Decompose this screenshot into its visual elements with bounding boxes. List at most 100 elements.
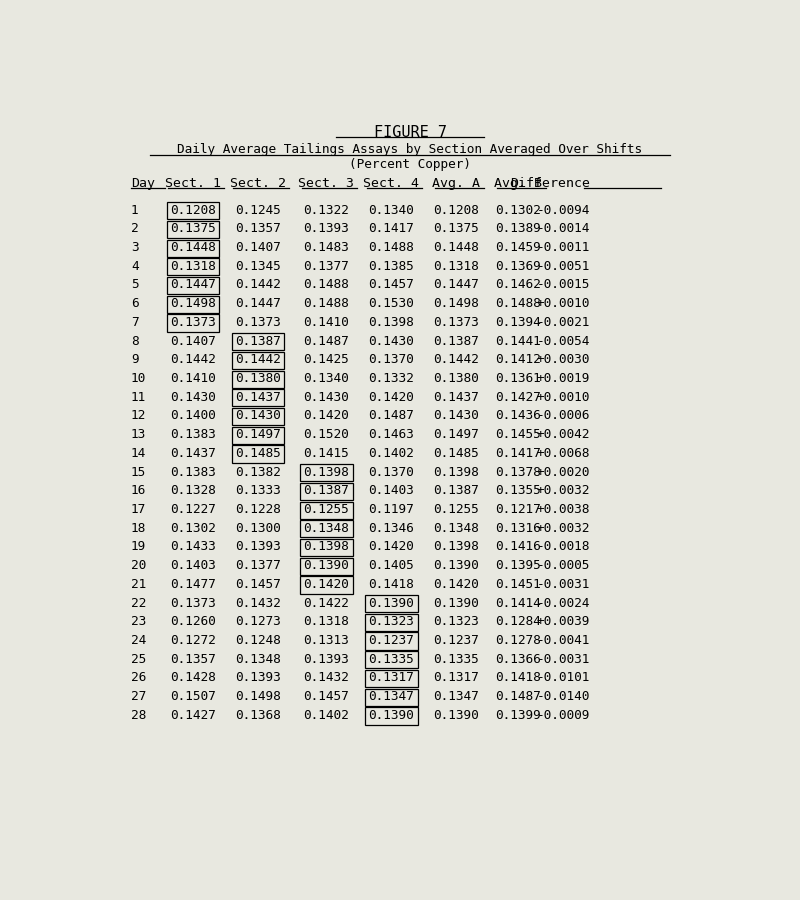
Text: 0.1369: 0.1369 bbox=[496, 260, 542, 273]
Text: -0.0031: -0.0031 bbox=[537, 652, 590, 666]
Text: 14: 14 bbox=[131, 447, 146, 460]
Text: Sect. 4: Sect. 4 bbox=[363, 177, 419, 190]
Text: 0.1373: 0.1373 bbox=[235, 316, 281, 328]
Text: 0.1227: 0.1227 bbox=[170, 503, 216, 516]
Text: 0.1366: 0.1366 bbox=[496, 652, 542, 666]
Text: 0.1333: 0.1333 bbox=[235, 484, 281, 498]
Text: 0.1498: 0.1498 bbox=[235, 690, 281, 703]
Text: 4: 4 bbox=[131, 260, 138, 273]
Text: 0.1317: 0.1317 bbox=[369, 671, 414, 684]
Text: 0.1417: 0.1417 bbox=[496, 447, 542, 460]
Text: -0.0014: -0.0014 bbox=[537, 222, 590, 235]
Text: 0.1402: 0.1402 bbox=[369, 447, 414, 460]
Text: 13: 13 bbox=[131, 428, 146, 441]
Text: 0.1398: 0.1398 bbox=[369, 316, 414, 328]
Text: 0.1302: 0.1302 bbox=[496, 203, 542, 217]
Text: 23: 23 bbox=[131, 616, 146, 628]
Bar bbox=[166, 296, 219, 313]
Text: 0.1462: 0.1462 bbox=[496, 278, 542, 292]
Text: +0.0042: +0.0042 bbox=[537, 428, 590, 441]
Text: 8: 8 bbox=[131, 335, 138, 347]
Text: 0.1455: 0.1455 bbox=[496, 428, 542, 441]
Text: 0.1432: 0.1432 bbox=[235, 597, 281, 609]
Text: 0.1380: 0.1380 bbox=[434, 372, 479, 385]
Text: 0.1318: 0.1318 bbox=[303, 616, 349, 628]
Text: -0.0024: -0.0024 bbox=[537, 597, 590, 609]
Text: 0.1393: 0.1393 bbox=[303, 222, 349, 235]
Bar bbox=[166, 258, 219, 275]
Text: 0.1382: 0.1382 bbox=[235, 465, 281, 479]
Text: +0.0032: +0.0032 bbox=[537, 484, 590, 498]
Text: 0.1377: 0.1377 bbox=[235, 559, 281, 572]
Text: 0.1487: 0.1487 bbox=[303, 335, 349, 347]
Text: 0.1348: 0.1348 bbox=[434, 522, 479, 535]
Text: 0.1378: 0.1378 bbox=[496, 465, 542, 479]
Text: Avg. B: Avg. B bbox=[494, 177, 542, 190]
Text: 10: 10 bbox=[131, 372, 146, 385]
Text: 0.1457: 0.1457 bbox=[369, 278, 414, 292]
Text: 0.1348: 0.1348 bbox=[235, 652, 281, 666]
Text: 0.1398: 0.1398 bbox=[434, 540, 479, 554]
Bar bbox=[365, 670, 418, 687]
Text: 0.1323: 0.1323 bbox=[369, 616, 414, 628]
Text: 0.1427: 0.1427 bbox=[170, 709, 216, 722]
Text: 0.1332: 0.1332 bbox=[369, 372, 414, 385]
Text: 6: 6 bbox=[131, 297, 138, 310]
Bar bbox=[365, 633, 418, 650]
Text: 0.1487: 0.1487 bbox=[369, 410, 414, 422]
Text: 0.1427: 0.1427 bbox=[496, 391, 542, 404]
Text: 0.1316: 0.1316 bbox=[496, 522, 542, 535]
Text: +0.0030: +0.0030 bbox=[537, 354, 590, 366]
Text: 0.1398: 0.1398 bbox=[434, 465, 479, 479]
Text: 0.1390: 0.1390 bbox=[434, 709, 479, 722]
Text: 0.1442: 0.1442 bbox=[235, 354, 281, 366]
Text: 0.1377: 0.1377 bbox=[303, 260, 349, 273]
Text: -0.0009: -0.0009 bbox=[537, 709, 590, 722]
Text: 0.1346: 0.1346 bbox=[369, 522, 414, 535]
Text: 0.1228: 0.1228 bbox=[235, 503, 281, 516]
Text: 0.1348: 0.1348 bbox=[303, 522, 349, 535]
Text: 0.1410: 0.1410 bbox=[170, 372, 216, 385]
Text: 0.1412: 0.1412 bbox=[496, 354, 542, 366]
Bar bbox=[300, 482, 353, 500]
Bar bbox=[365, 614, 418, 631]
Text: 0.1357: 0.1357 bbox=[170, 652, 216, 666]
Text: 12: 12 bbox=[131, 410, 146, 422]
Text: 0.1394: 0.1394 bbox=[496, 316, 542, 328]
Text: Sect. 2: Sect. 2 bbox=[230, 177, 286, 190]
Text: 28: 28 bbox=[131, 709, 146, 722]
Text: 0.1498: 0.1498 bbox=[434, 297, 479, 310]
Text: 0.1197: 0.1197 bbox=[369, 503, 414, 516]
Text: 0.1317: 0.1317 bbox=[434, 671, 479, 684]
Text: 0.1405: 0.1405 bbox=[369, 559, 414, 572]
Bar bbox=[300, 520, 353, 537]
Text: 0.1447: 0.1447 bbox=[235, 297, 281, 310]
Text: 0.1430: 0.1430 bbox=[303, 391, 349, 404]
Text: 0.1245: 0.1245 bbox=[235, 203, 281, 217]
Bar bbox=[232, 352, 285, 369]
Bar bbox=[300, 558, 353, 575]
Text: -0.0101: -0.0101 bbox=[537, 671, 590, 684]
Text: -0.0054: -0.0054 bbox=[537, 335, 590, 347]
Text: 0.1418: 0.1418 bbox=[369, 578, 414, 591]
Text: 2: 2 bbox=[131, 222, 138, 235]
Text: 0.1483: 0.1483 bbox=[303, 241, 349, 254]
Text: 27: 27 bbox=[131, 690, 146, 703]
Text: 0.1422: 0.1422 bbox=[303, 597, 349, 609]
Text: 0.1488: 0.1488 bbox=[303, 297, 349, 310]
Text: 0.1407: 0.1407 bbox=[235, 241, 281, 254]
Text: 0.1416: 0.1416 bbox=[496, 540, 542, 554]
Bar bbox=[300, 576, 353, 594]
Text: 0.1380: 0.1380 bbox=[235, 372, 281, 385]
Text: 0.1488: 0.1488 bbox=[303, 278, 349, 292]
Bar bbox=[300, 464, 353, 482]
Text: -0.0018: -0.0018 bbox=[537, 540, 590, 554]
Text: 0.1278: 0.1278 bbox=[496, 634, 542, 647]
Text: 0.1318: 0.1318 bbox=[170, 260, 216, 273]
Text: 0.1387: 0.1387 bbox=[434, 335, 479, 347]
Bar bbox=[300, 501, 353, 518]
Text: 0.1208: 0.1208 bbox=[170, 203, 216, 217]
Text: -0.0094: -0.0094 bbox=[537, 203, 590, 217]
Text: FIGURE 7: FIGURE 7 bbox=[374, 124, 446, 140]
Text: 0.1318: 0.1318 bbox=[434, 260, 479, 273]
